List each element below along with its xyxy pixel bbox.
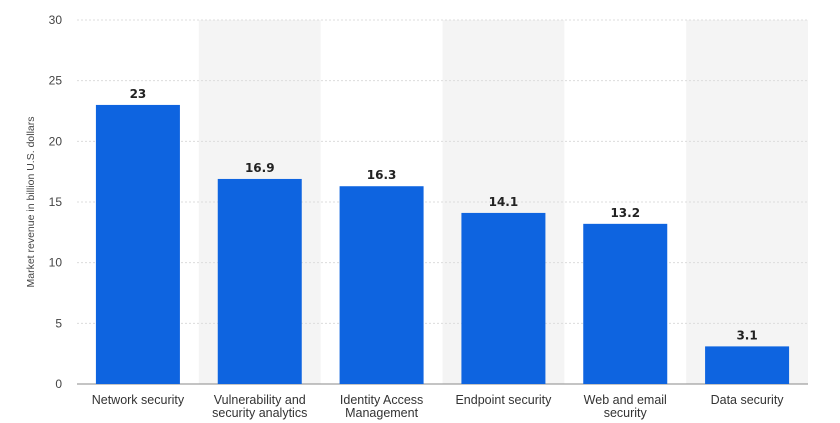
y-tick-label: 20	[49, 134, 63, 148]
y-tick-label: 10	[49, 256, 63, 270]
bar-value-label: 16.3	[367, 168, 397, 182]
y-axis-label: Market revenue in billion U.S. dollars	[25, 117, 37, 288]
category-label: Network security	[92, 393, 185, 407]
category-label: Data security	[711, 393, 785, 407]
bar-value-label: 16.9	[245, 161, 275, 175]
category-label: Web and email security	[584, 393, 667, 420]
category-label: Identity Access Management	[340, 393, 423, 420]
bar	[705, 346, 790, 384]
y-tick-label: 15	[49, 195, 63, 209]
value-labels: 23 16.9 16.3 14.1 13.2 3.1	[130, 87, 758, 342]
y-axis-ticks: 0 5 10 15 20 25 30	[49, 13, 63, 391]
bar-value-label: 3.1	[736, 328, 757, 342]
bar	[583, 223, 668, 384]
y-tick-label: 5	[55, 316, 62, 330]
bar-value-label: 13.2	[610, 206, 640, 220]
y-tick-label: 25	[49, 74, 63, 88]
bar	[339, 186, 424, 384]
category-label: Vulnerability and security analytics	[212, 393, 307, 420]
y-tick-label: 30	[49, 13, 63, 27]
bar	[217, 178, 302, 384]
bars	[95, 104, 790, 384]
y-tick-label: 0	[55, 377, 62, 391]
bar-value-label: 23	[130, 87, 147, 101]
bar-value-label: 14.1	[489, 195, 519, 209]
x-axis-labels: Network security Vulnerability and securit…	[92, 393, 785, 420]
gridlines	[77, 19, 808, 385]
bar	[461, 212, 546, 384]
category-label: Endpoint security	[455, 393, 552, 407]
bar	[95, 104, 180, 384]
